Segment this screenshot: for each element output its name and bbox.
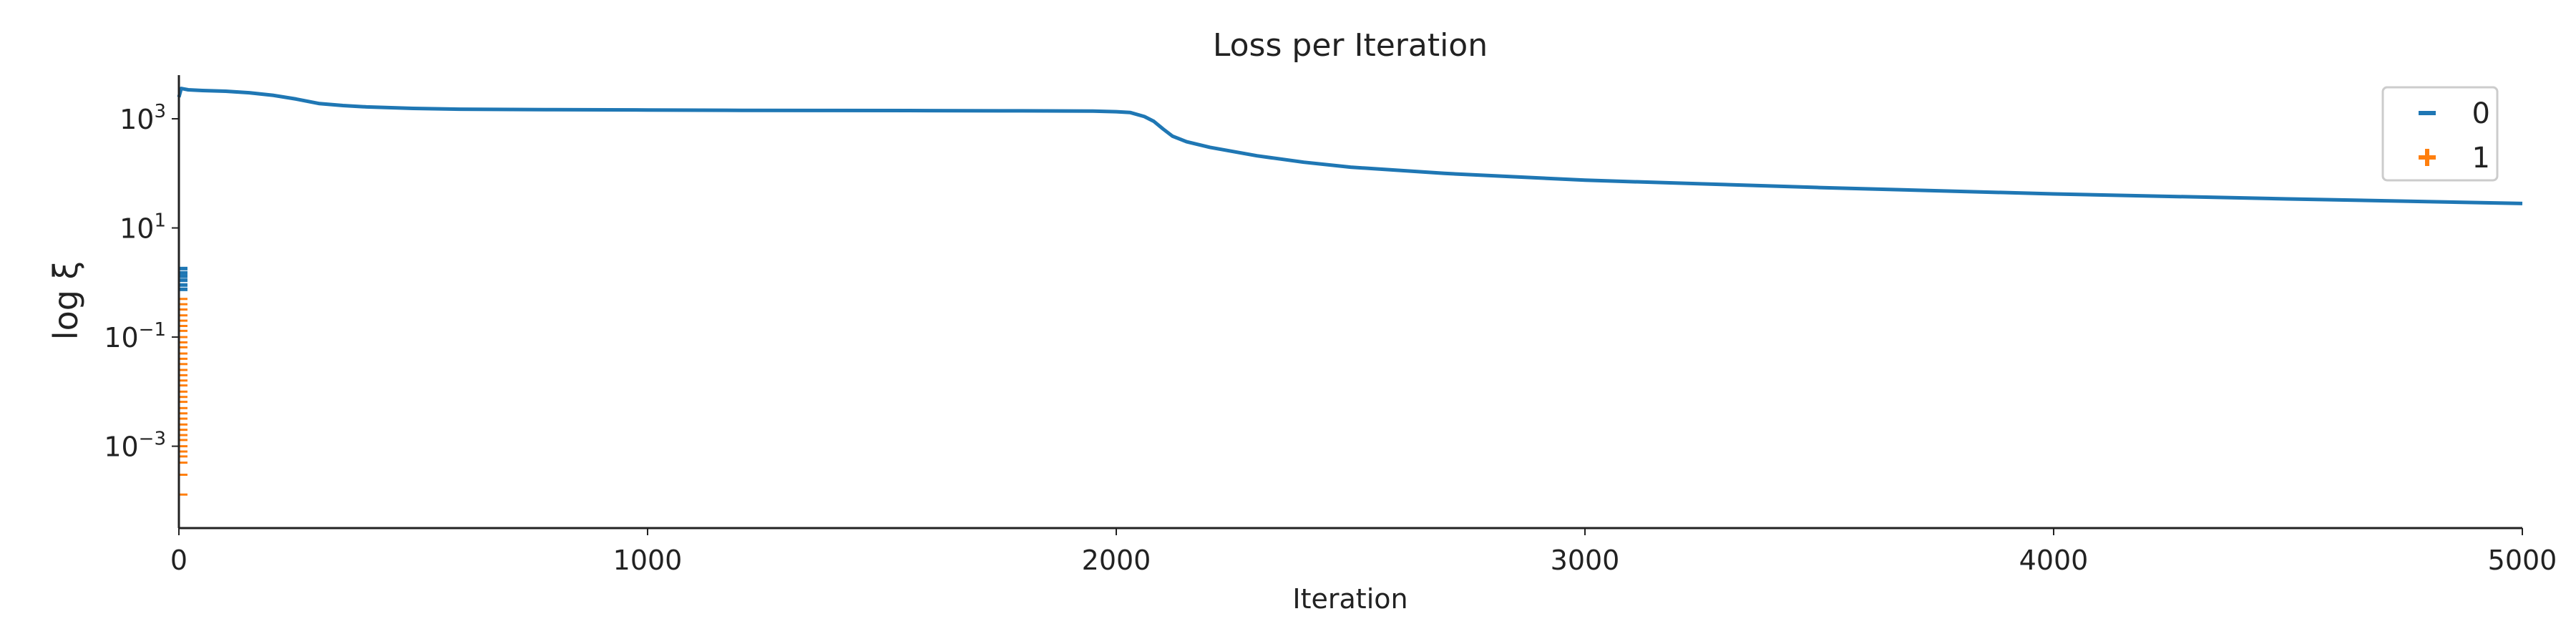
- legend-entries: 01: [2419, 97, 2490, 175]
- series-0-line: [177, 87, 2523, 205]
- x-tick-label: 4000: [2019, 545, 2089, 576]
- x-tick-label: 3000: [1551, 545, 1620, 576]
- x-tick-label: 5000: [2488, 545, 2557, 576]
- y-tick-label: 101: [119, 210, 166, 245]
- chart-title: Loss per Iteration: [1213, 27, 1488, 64]
- x-tick-label: 1000: [613, 545, 683, 576]
- x-axis-label: Iteration: [1292, 583, 1407, 615]
- x-tick-label: 0: [170, 545, 187, 576]
- plot-area: [177, 87, 2523, 496]
- x-ticks: 0 1000 2000 3000 4000 5000: [170, 528, 2557, 576]
- y-tick-label: 103: [119, 101, 166, 135]
- legend: 01: [2381, 86, 2499, 182]
- x-tick-label: 2000: [1082, 545, 1151, 576]
- legend-label-0: 0: [2472, 97, 2490, 130]
- legend-label-1: 1: [2472, 142, 2490, 175]
- legend-frame: [2381, 86, 2499, 182]
- y-tick-label: 10−1: [104, 319, 166, 353]
- y-axis-label: log ξ: [47, 261, 85, 340]
- y-tick-label: 10−3: [104, 429, 166, 463]
- y-ticks: 103 101 10−1 10−3: [104, 101, 179, 463]
